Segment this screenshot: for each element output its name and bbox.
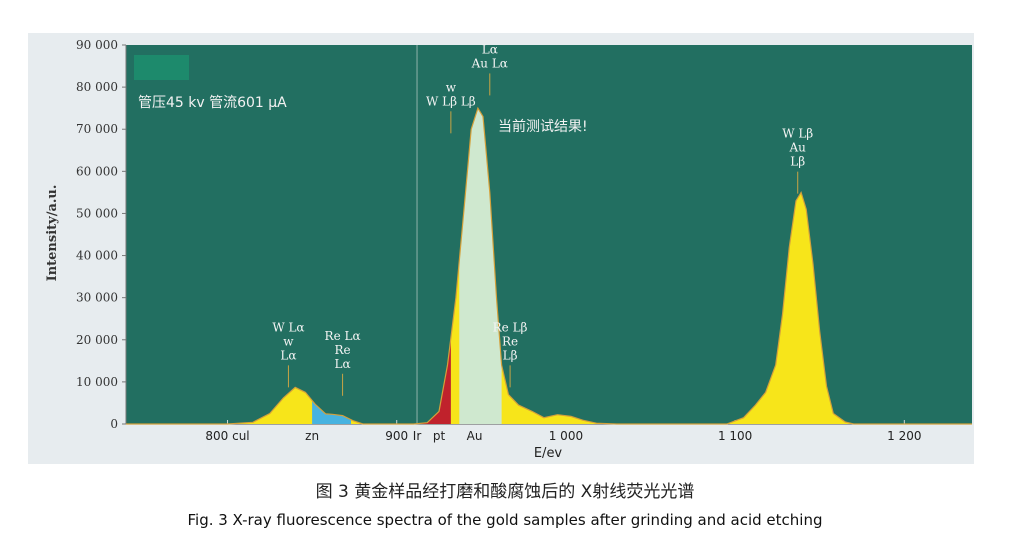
y-tick-label: 20 000 [76, 333, 118, 347]
x-tick-label: 900 [385, 429, 408, 443]
peak-label: Re Lβ [493, 320, 528, 334]
spectrum-line [126, 106, 972, 425]
y-tick-label: 80 000 [76, 80, 118, 94]
x-axis-label: E/ev [534, 446, 563, 461]
peak-label: W Lβ Lβ [426, 94, 476, 108]
x-tick-label: Au [467, 429, 483, 443]
spectrum-area [126, 108, 972, 424]
peak-label: Re [335, 343, 351, 357]
y-tick-label: 90 000 [76, 38, 118, 52]
spectrum-chart: 0 10 000 20 000 30 000 40 000 50 000 60 000 70 … [45, 38, 972, 461]
peak-label: Lα [482, 42, 498, 56]
y-axis: 0 10 000 20 000 30 000 40 000 50 000 60 000 70 … [76, 38, 127, 431]
result-note: 当前测试结果! [498, 118, 588, 135]
peak-label: w [446, 80, 457, 94]
x-tick-label: 1 100 [718, 429, 752, 443]
peak-label: Lα [335, 357, 351, 371]
region-zn [312, 400, 352, 424]
conditions-label: 管压45 kv 管流601 μA [138, 95, 287, 111]
peak-label: Au [789, 141, 807, 155]
peak-label: Lβ [790, 155, 805, 169]
caption-english: Fig. 3 X-ray fluorescence spectra of the… [187, 511, 823, 529]
peak-label: Re Lα [325, 329, 361, 343]
plot-background [126, 45, 972, 424]
peak-label: Lα [280, 348, 296, 362]
x-tick-label: 1 000 [549, 429, 583, 443]
peak-label: w [283, 334, 294, 348]
x-tick-label: Ir [413, 429, 422, 443]
peak-label: Re [502, 334, 518, 348]
y-tick-label: 40 000 [76, 249, 118, 263]
y-tick-label: 0 [110, 417, 118, 431]
x-tick-label: pt [433, 429, 446, 443]
y-tick-label: 30 000 [76, 291, 118, 305]
y-tick-label: 70 000 [76, 122, 118, 136]
y-tick-label: 10 000 [76, 375, 118, 389]
x-tick-label: 1 200 [887, 429, 921, 443]
region-pt [413, 338, 451, 424]
peak-label: Au Lα [471, 56, 508, 70]
region-au [459, 108, 502, 424]
caption-chinese: 图 3 黄金样品经打磨和酸腐蚀后的 X射线荧光光谱 [315, 482, 695, 502]
y-axis-label: Intensity/a.u. [45, 185, 60, 282]
peak-label: Lβ [503, 348, 518, 362]
x-tick-label: 800 cul [205, 429, 249, 443]
spectrum-areas [126, 106, 972, 425]
y-tick-label: 50 000 [76, 206, 118, 220]
figure-frame: 0 10 000 20 000 30 000 40 000 50 000 60 000 70 … [28, 33, 974, 464]
x-tick-label: zn [305, 429, 319, 443]
legend-box [134, 55, 189, 80]
peak-label: W Lβ [782, 127, 813, 141]
peak-label: W Lα [272, 320, 304, 334]
y-tick-label: 60 000 [76, 164, 118, 178]
